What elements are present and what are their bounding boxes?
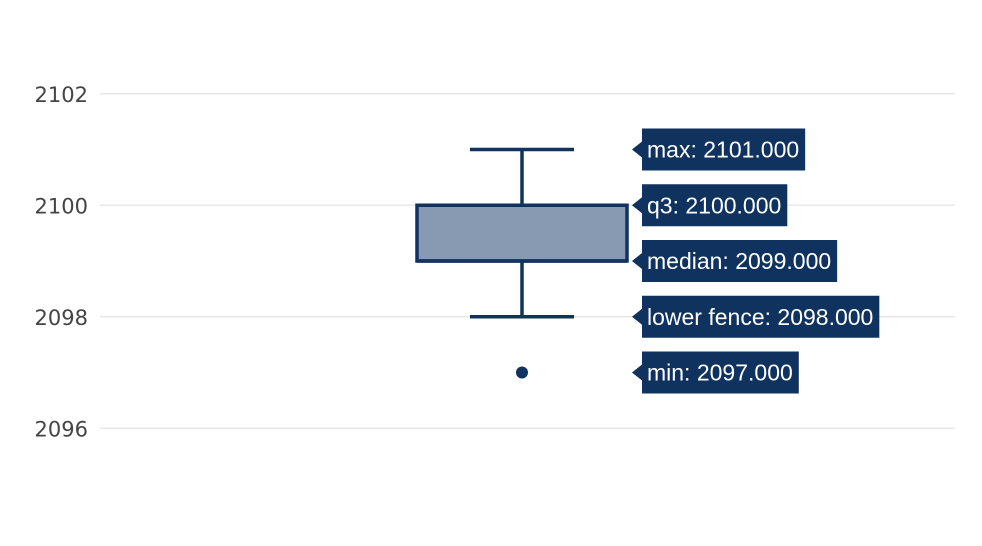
hover-label: min: 2097.000 <box>632 351 799 394</box>
hover-label: max: 2101.000 <box>632 128 806 171</box>
hover-label-bg <box>632 184 788 227</box>
hover-label: median: 2099.000 <box>632 240 838 282</box>
hover-label-bg <box>632 240 838 282</box>
y-tick-label: 2098 <box>35 306 88 330</box>
hover-label-bg <box>632 128 806 171</box>
y-tick-label: 2096 <box>35 417 88 441</box>
y-tick-label: 2100 <box>35 194 88 218</box>
outlier-point[interactable] <box>516 366 528 379</box>
hover-label-bg <box>632 351 799 394</box>
hover-label-text: median: 2099.000 <box>647 248 831 274</box>
hover-label: lower fence: 2098.000 <box>632 295 880 338</box>
box-trace[interactable] <box>415 147 629 379</box>
hover-label-text: q3: 2100.000 <box>647 192 781 218</box>
hover-label-bg <box>632 295 880 338</box>
hover-labels: max: 2101.000 q3: 2100.000 median: 2099.00… <box>632 128 880 394</box>
hover-label: q3: 2100.000 <box>632 184 788 227</box>
hover-label-text: min: 2097.000 <box>647 360 793 386</box>
box-body[interactable] <box>415 203 629 263</box>
y-tick-label: 2102 <box>35 83 88 107</box>
hover-label-text: lower fence: 2098.000 <box>647 304 873 330</box>
hover-label-text: max: 2101.000 <box>647 137 799 163</box>
y-axis-ticks: 2096 2098 2100 2102 <box>35 83 88 442</box>
